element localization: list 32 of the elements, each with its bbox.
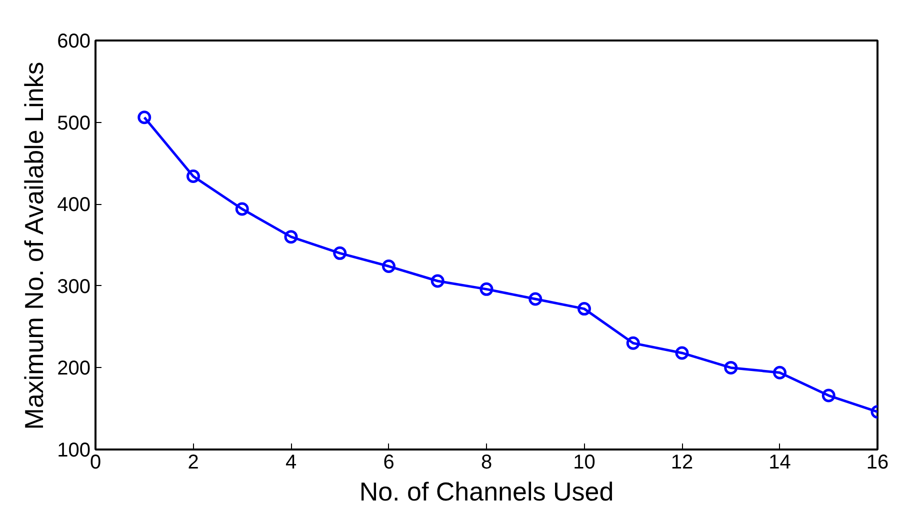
point xyxy=(578,302,591,316)
point xyxy=(430,274,444,288)
x-tick-label: 16 xyxy=(866,452,889,474)
point xyxy=(186,170,200,184)
point xyxy=(528,292,542,306)
point xyxy=(382,260,396,274)
y-tick-label: 600 xyxy=(57,30,91,52)
point xyxy=(773,366,786,380)
point xyxy=(822,388,836,402)
y-tick-label: 100 xyxy=(57,440,91,462)
y-tick-label: 300 xyxy=(57,276,91,298)
point xyxy=(675,346,689,360)
y-axis-title: Maximum No. of Available Links xyxy=(19,62,50,430)
x-axis-title: No. of Channels Used xyxy=(359,476,614,506)
x-tick-label: 0 xyxy=(90,452,102,474)
y-tick-label: 200 xyxy=(57,358,91,380)
point xyxy=(333,246,347,260)
point xyxy=(235,202,249,216)
y-tick-label: 500 xyxy=(57,112,91,134)
x-tick-label: 12 xyxy=(670,452,694,474)
point xyxy=(284,230,298,244)
x-tick-label: 14 xyxy=(768,452,791,474)
x-tick-label: 8 xyxy=(480,452,492,474)
y-tick-label: 400 xyxy=(57,194,91,216)
point xyxy=(138,110,152,124)
point xyxy=(480,282,494,296)
x-tick-label: 2 xyxy=(188,452,199,474)
x-tick-label: 10 xyxy=(573,452,596,474)
point xyxy=(626,336,640,350)
point xyxy=(724,360,738,374)
x-tick-label: 4 xyxy=(285,452,297,474)
x-tick-label: 6 xyxy=(383,452,394,474)
